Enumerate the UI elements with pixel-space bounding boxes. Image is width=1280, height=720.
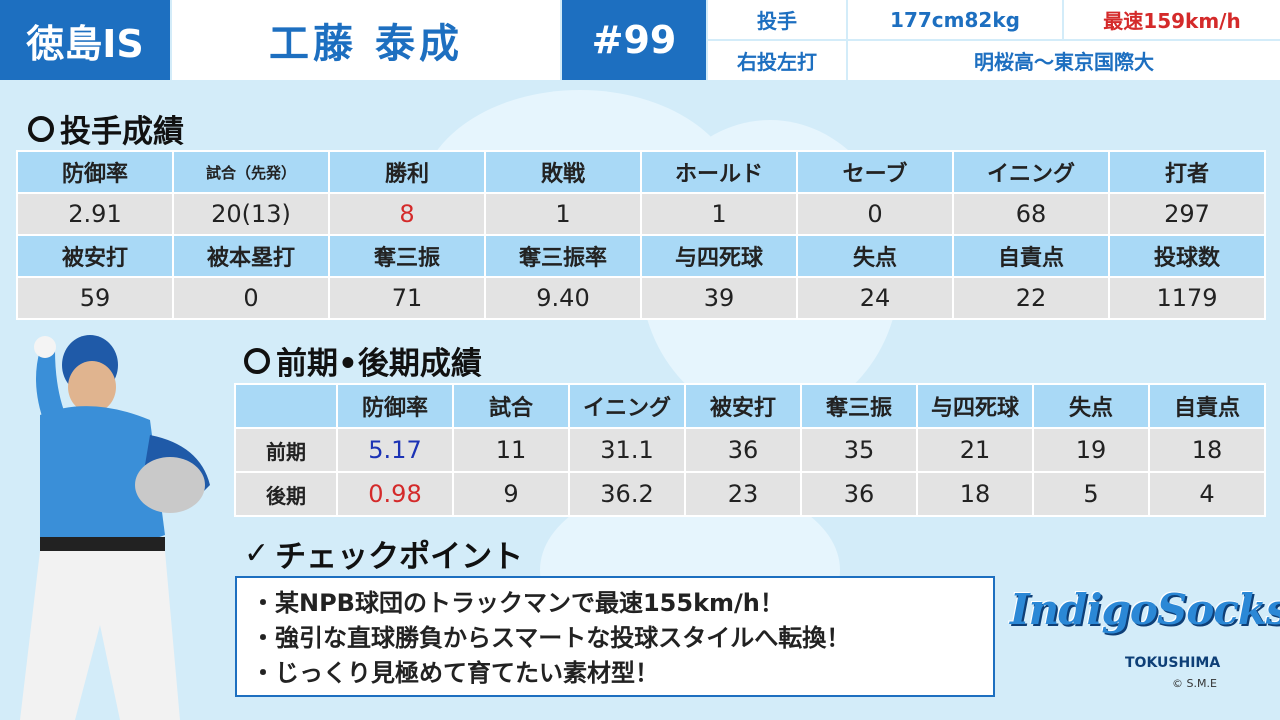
checkmark-icon: ✓ [244,536,270,571]
checkpoint-item: ・某NPB球団のトラックマンで最速155km/h！ [251,589,784,617]
value-cell: 5 [1032,471,1150,517]
header-cell: 防御率 [16,150,174,194]
table-row: 後期 0.98 9 36.2 23 36 18 5 4 [234,471,1266,517]
checkpoint-section-title: ✓ チェックポイント [244,531,523,576]
header-cell: ホールド [640,150,798,194]
value-cell: 22 [952,276,1110,320]
table-row: 前期 5.17 11 31.1 36 35 21 19 18 [234,427,1266,473]
header-cell: 投球数 [1108,234,1266,278]
value-cell: 2.91 [16,192,174,236]
value-cell: 20(13) [172,192,330,236]
header-cell: イニング [952,150,1110,194]
value-cell: 0 [796,192,954,236]
header-cell: 勝利 [328,150,486,194]
header-cell: 奪三振 [800,383,918,429]
value-cell: 9 [452,471,570,517]
header-cell: 被安打 [684,383,802,429]
value-cell: 23 [684,471,802,517]
table-row: 59 0 71 9.40 39 24 22 1179 [16,276,1266,320]
value-cell-highlight: 5.17 [336,427,454,473]
corner-cell [234,383,338,429]
position: 投手 [708,0,846,39]
row-label: 後期 [234,471,338,517]
value-cell: 36.2 [568,471,686,517]
header-cell: 奪三振率 [484,234,642,278]
copyright: © S.M.E [1172,677,1217,690]
value-cell: 0 [172,276,330,320]
header-cell: 奪三振 [328,234,486,278]
table-header-row: 防御率 試合（先発） 勝利 敗戦 ホールド セーブ イニング 打者 [16,150,1266,194]
pitching-title-text: 投手成績 [60,114,184,150]
value-cell: 1 [484,192,642,236]
value-cell: 31.1 [568,427,686,473]
header-cell: 自責点 [1148,383,1266,429]
player-name: 工藤 泰成 [172,0,560,80]
logo-subtitle: TOKUSHIMA [1125,655,1221,671]
value-cell: 4 [1148,471,1266,517]
header-cell: 失点 [796,234,954,278]
checkpoint-item: ・じっくり見極めて育てたい素材型！ [251,659,659,687]
value-cell: 11 [452,427,570,473]
handedness: 右投左打 [708,41,846,80]
circle-icon [28,115,54,142]
checkpoint-title-text: チェックポイント [275,539,524,575]
circle-icon [244,347,270,374]
header-cell: 試合（先発） [172,150,330,194]
value-cell: 39 [640,276,798,320]
pitching-section-title: 投手成績 [28,106,184,151]
table-header-row: 防御率 試合 イニング 被安打 奪三振 与四死球 失点 自責点 [234,383,1266,429]
value-cell: 36 [800,471,918,517]
value-cell: 297 [1108,192,1266,236]
header-cell: 被本塁打 [172,234,330,278]
table-row: 2.91 20(13) 8 1 1 0 68 297 [16,192,1266,236]
pitching-stats-table: 防御率 試合（先発） 勝利 敗戦 ホールド セーブ イニング 打者 2.91 2… [16,150,1266,320]
header-cell: 被安打 [16,234,174,278]
header-cell: 防御率 [336,383,454,429]
value-cell: 18 [1148,427,1266,473]
header-cell: 与四死球 [916,383,1034,429]
value-cell: 36 [684,427,802,473]
body-size: 177cm82kg [848,0,1062,39]
halves-section-title: 前期•後期成績 [244,338,482,383]
header-cell: 試合 [452,383,570,429]
row-label: 前期 [234,427,338,473]
header-cell: 自責点 [952,234,1110,278]
header-cell: 打者 [1108,150,1266,194]
halves-stats-table: 防御率 試合 イニング 被安打 奪三振 与四死球 失点 自責点 前期 5.17 … [234,383,1266,517]
halves-title-text: 前期•後期成績 [276,346,482,382]
header-cell: イニング [568,383,686,429]
header-cell: 敗戦 [484,150,642,194]
uniform-number: #99 [562,0,706,80]
value-cell: 18 [916,471,1034,517]
checkpoint-item: ・強引な直球勝負からスマートな投球スタイルへ転換！ [251,624,851,652]
team-name: 徳島IS [0,0,170,80]
value-cell: 24 [796,276,954,320]
value-cell-highlight: 8 [328,192,486,236]
header-cell: 失点 [1032,383,1150,429]
value-cell: 1 [640,192,798,236]
value-cell: 35 [800,427,918,473]
value-cell: 71 [328,276,486,320]
checkpoint-box: ・某NPB球団のトラックマンで最速155km/h！ ・強引な直球勝負からスマート… [235,576,995,697]
value-cell: 59 [16,276,174,320]
team-logo: IndigoSocks TOKUSHIMA © S.M.E [1010,585,1280,695]
header-cell: 与四死球 [640,234,798,278]
school-history: 明桜高〜東京国際大 [848,41,1280,80]
logo-text: IndigoSocks [1010,585,1280,634]
header-cell: セーブ [796,150,954,194]
value-cell: 9.40 [484,276,642,320]
max-speed: 最速159km/h [1064,0,1280,39]
value-cell: 21 [916,427,1034,473]
player-photo [20,335,210,720]
value-cell: 68 [952,192,1110,236]
value-cell-highlight: 0.98 [336,471,454,517]
value-cell: 1179 [1108,276,1266,320]
value-cell: 19 [1032,427,1150,473]
table-header-row: 被安打 被本塁打 奪三振 奪三振率 与四死球 失点 自責点 投球数 [16,234,1266,278]
